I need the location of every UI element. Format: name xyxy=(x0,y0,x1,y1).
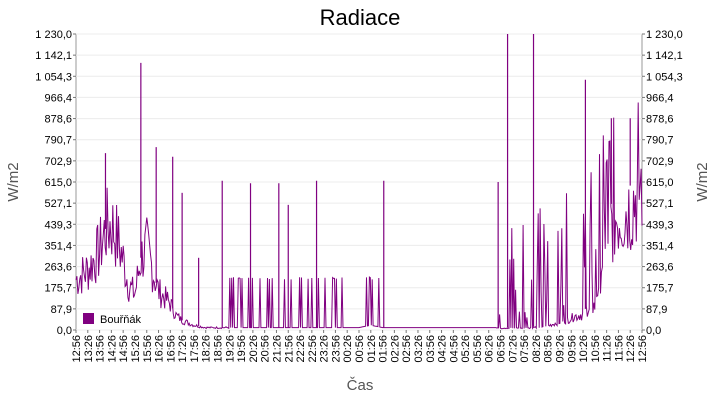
x-tick-label: 20:56 xyxy=(260,335,272,363)
y-tick-label: 790,7 xyxy=(646,135,674,147)
y-axis-right-ticks: 0,0 87,9 175,7 263,6 351,4 439,3 527,1 615,0 702… xyxy=(642,29,683,337)
x-tick-label: 14:26 xyxy=(106,335,118,363)
x-tick-label: 14:56 xyxy=(118,335,130,363)
x-tick-label: 05:26 xyxy=(460,335,472,363)
y-tick-label: 1 230,0 xyxy=(646,29,683,41)
x-tick-label: 12:56 xyxy=(637,335,649,363)
x-tick-label: 05:56 xyxy=(472,335,484,363)
y-tick-label: 1 230,0 xyxy=(35,29,72,41)
y-tick-label: 790,7 xyxy=(44,135,72,147)
x-tick-label: 13:56 xyxy=(95,335,107,363)
series-peaks xyxy=(104,34,631,328)
y-tick-label: 615,0 xyxy=(646,177,674,189)
x-tick-label: 16:26 xyxy=(154,335,166,363)
y-tick-label: 527,1 xyxy=(44,198,72,210)
y-axis-label-right: W/m2 xyxy=(694,162,711,201)
y-tick-label: 351,4 xyxy=(44,240,72,252)
x-tick-label: 02:26 xyxy=(389,335,401,363)
x-tick-label: 12:26 xyxy=(625,335,637,363)
x-tick-label: 04:26 xyxy=(437,335,449,363)
y-tick-label: 527,1 xyxy=(646,198,674,210)
x-tick-label: 10:56 xyxy=(590,335,602,363)
x-tick-label: 11:26 xyxy=(602,335,614,362)
x-tick-label: 15:26 xyxy=(130,335,142,363)
x-tick-label: 19:26 xyxy=(224,335,236,363)
x-tick-label: 07:56 xyxy=(519,335,531,363)
x-tick-label: 08:26 xyxy=(531,335,543,363)
y-tick-label: 87,9 xyxy=(646,304,667,316)
x-tick-label: 15:56 xyxy=(142,335,154,363)
x-tick-label: 19:56 xyxy=(236,335,248,363)
x-tick-label: 23:26 xyxy=(319,335,331,363)
x-tick-label: 10:26 xyxy=(578,335,590,363)
x-tick-label: 23:56 xyxy=(330,335,342,363)
y-tick-label: 966,4 xyxy=(646,92,674,104)
x-tick-label: 07:26 xyxy=(507,335,519,363)
x-tick-label: 17:56 xyxy=(189,335,201,363)
x-tick-label: 01:56 xyxy=(378,335,390,363)
y-tick-label: 263,6 xyxy=(44,262,72,274)
chart-title: Radiace xyxy=(320,5,401,30)
legend: Bouřňák xyxy=(83,313,141,326)
y-tick-label: 878,6 xyxy=(646,114,674,126)
x-tick-label: 02:56 xyxy=(401,335,413,363)
x-tick-label: 11:56 xyxy=(613,335,625,362)
x-tick-label: 09:56 xyxy=(566,335,578,363)
x-tick-label: 22:26 xyxy=(295,335,307,363)
x-tick-label: 21:56 xyxy=(283,335,295,363)
x-tick-label: 00:26 xyxy=(342,335,354,363)
x-tick-label: 17:26 xyxy=(177,335,189,363)
series-line-bournak xyxy=(75,102,643,330)
y-tick-label: 87,9 xyxy=(51,304,72,316)
y-tick-label: 175,7 xyxy=(646,283,674,295)
y-tick-label: 1 142,1 xyxy=(646,50,683,62)
y-tick-label: 1 142,1 xyxy=(35,50,72,62)
x-axis-ticks: 12:56 13:26 13:56 14:26 14:56 15:26 15:56 16:26… xyxy=(71,330,649,363)
x-tick-label: 08:56 xyxy=(543,335,555,363)
y-tick-label: 351,4 xyxy=(646,240,674,252)
x-tick-label: 04:56 xyxy=(448,335,460,363)
x-tick-label: 16:56 xyxy=(165,335,177,363)
y-tick-label: 878,6 xyxy=(44,114,72,126)
y-tick-label: 615,0 xyxy=(44,177,72,189)
x-tick-label: 21:26 xyxy=(271,335,283,363)
x-tick-label: 03:56 xyxy=(425,335,437,363)
x-tick-label: 09:26 xyxy=(554,335,566,363)
y-tick-label: 263,6 xyxy=(646,262,674,274)
y-axis-left-ticks: 0,0 87,9 175,7 263,6 351,4 439,3 527,1 615,0 702… xyxy=(35,29,76,337)
x-axis-label: Čas xyxy=(347,377,374,394)
x-tick-label: 18:26 xyxy=(201,335,213,363)
y-tick-label: 1 054,3 xyxy=(35,71,72,83)
legend-swatch xyxy=(83,313,94,324)
x-tick-label: 18:56 xyxy=(213,335,225,363)
x-tick-label: 12:56 xyxy=(71,335,83,363)
y-tick-label: 0,0 xyxy=(57,325,72,337)
y-tick-label: 175,7 xyxy=(44,283,72,295)
y-tick-label: 702,9 xyxy=(646,156,674,168)
y-tick-label: 439,3 xyxy=(646,219,674,231)
x-tick-label: 00:56 xyxy=(354,335,366,363)
x-tick-label: 20:26 xyxy=(248,335,260,363)
y-tick-label: 1 054,3 xyxy=(646,71,683,83)
legend-label: Bouřňák xyxy=(100,314,141,326)
x-tick-label: 06:26 xyxy=(484,335,496,363)
x-tick-label: 06:56 xyxy=(496,335,508,363)
x-tick-label: 01:26 xyxy=(366,335,378,363)
y-tick-label: 0,0 xyxy=(646,325,661,337)
y-tick-label: 702,9 xyxy=(44,156,72,168)
y-tick-label: 439,3 xyxy=(44,219,72,231)
x-tick-label: 03:26 xyxy=(413,335,425,363)
y-axis-label-left: W/m2 xyxy=(5,162,22,201)
x-tick-label: 22:56 xyxy=(307,335,319,363)
x-tick-label: 13:26 xyxy=(83,335,95,363)
y-tick-label: 966,4 xyxy=(44,92,72,104)
